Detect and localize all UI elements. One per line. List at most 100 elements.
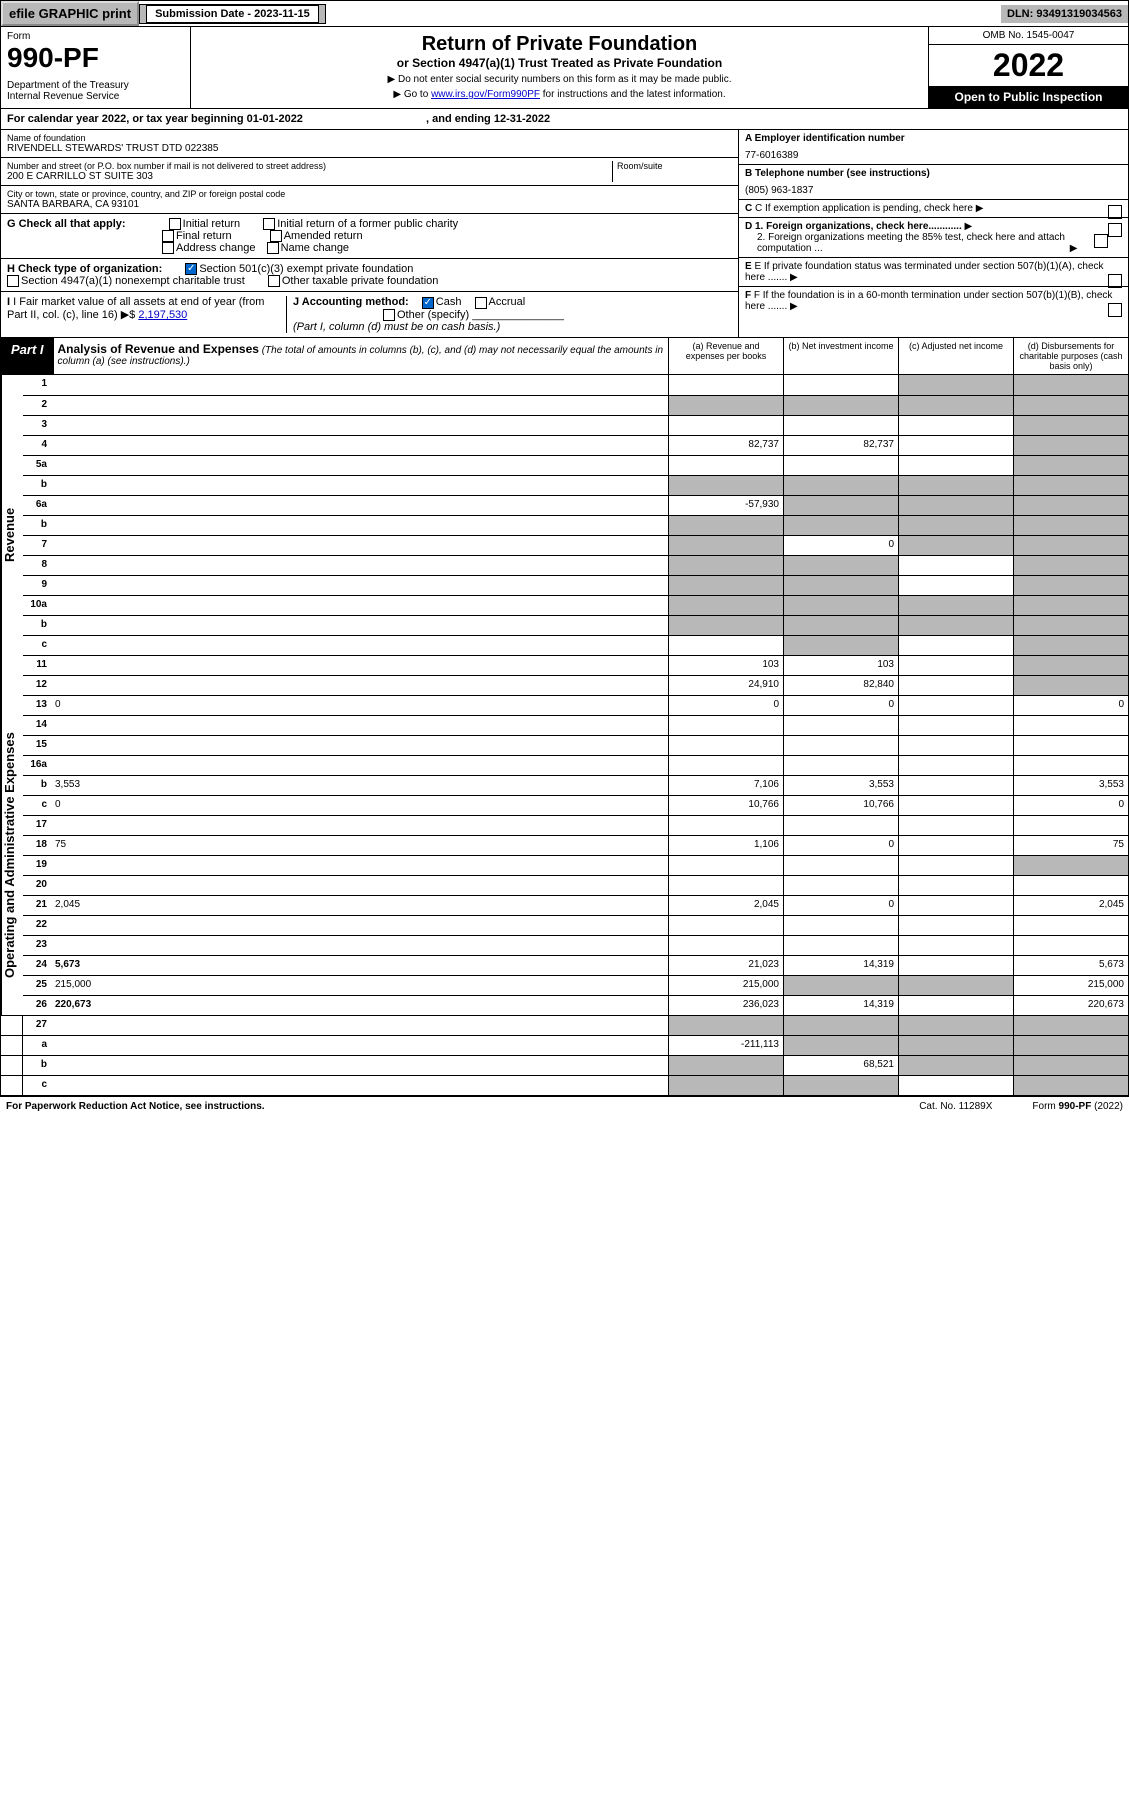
table-row: 2 (23, 395, 1128, 415)
table-row: b68,521 (1, 1055, 1128, 1075)
table-row: 27 (1, 1015, 1128, 1035)
4947-checkbox[interactable] (7, 275, 19, 287)
form-header: Form 990-PF Department of the TreasuryIn… (0, 27, 1129, 109)
h-check-row: H Check type of organization: Section 50… (1, 259, 738, 292)
d2-checkbox[interactable] (1094, 234, 1108, 248)
amended-return-checkbox[interactable] (270, 230, 282, 242)
col-a-header: (a) Revenue and expenses per books (668, 338, 783, 374)
instructions-link[interactable]: www.irs.gov/Form990PF (431, 89, 540, 100)
f-cell: F F If the foundation is in a 60-month t… (739, 287, 1128, 315)
table-row: 1224,91082,840 (23, 675, 1128, 695)
table-row: 10a (23, 595, 1128, 615)
telephone-cell: B Telephone number (see instructions) (8… (739, 165, 1128, 200)
col-b-header: (b) Net investment income (783, 338, 898, 374)
table-row: 1 (23, 375, 1128, 395)
foundation-info: Name of foundation RIVENDELL STEWARDS' T… (0, 130, 1129, 338)
ssn-note: ▶ Do not enter social security numbers o… (197, 74, 922, 85)
table-row: 14 (23, 715, 1128, 735)
table-row: 482,73782,737 (23, 435, 1128, 455)
part1-title: Analysis of Revenue and Expenses (The to… (54, 338, 668, 374)
table-row: b (23, 475, 1128, 495)
revenue-side-label: Revenue (1, 375, 23, 695)
table-row: b (23, 515, 1128, 535)
table-row: 19 (23, 855, 1128, 875)
table-row: 15 (23, 735, 1128, 755)
table-row: 26220,673236,02314,319220,673 (23, 995, 1128, 1015)
form-title-block: Return of Private Foundation or Section … (191, 27, 928, 108)
table-row: 3 (23, 415, 1128, 435)
table-row: c (1, 1075, 1128, 1095)
d-cell: D 1. Foreign organizations, check here..… (739, 218, 1128, 258)
table-row: 130000 (23, 695, 1128, 715)
table-row: 18751,106075 (23, 835, 1128, 855)
submission-date-label: Submission Date - 2023-11-15 (139, 4, 326, 24)
table-row: 16a (23, 755, 1128, 775)
e-checkbox[interactable] (1108, 274, 1122, 288)
calendar-year-row: For calendar year 2022, or tax year begi… (0, 109, 1129, 130)
table-row: 212,0452,04502,045 (23, 895, 1128, 915)
form-number: 990-PF (7, 42, 184, 74)
col-c-header: (c) Adjusted net income (898, 338, 1013, 374)
f-checkbox[interactable] (1108, 303, 1122, 317)
table-row: 9 (23, 575, 1128, 595)
table-row: c010,76610,7660 (23, 795, 1128, 815)
dept-label: Department of the TreasuryInternal Reven… (7, 80, 184, 102)
e-cell: E E If private foundation status was ter… (739, 258, 1128, 287)
city-cell: City or town, state or province, country… (1, 186, 738, 214)
cat-number: Cat. No. 11289X (919, 1101, 992, 1112)
form-ref: Form 990-PF (2022) (1032, 1101, 1123, 1112)
omb-number: OMB No. 1545-0047 (929, 27, 1128, 45)
table-row: a-211,113 (1, 1035, 1128, 1055)
table-row: 23 (23, 935, 1128, 955)
part1-label: Part I (1, 338, 54, 374)
form-label: Form (7, 31, 184, 42)
fmv-link[interactable]: 2,197,530 (138, 309, 187, 321)
cash-checkbox[interactable] (422, 297, 434, 309)
paperwork-notice: For Paperwork Reduction Act Notice, see … (6, 1101, 265, 1112)
table-row: 20 (23, 875, 1128, 895)
initial-former-checkbox[interactable] (263, 218, 275, 230)
table-row: 8 (23, 555, 1128, 575)
other-method-checkbox[interactable] (383, 309, 395, 321)
form-subtitle: or Section 4947(a)(1) Trust Treated as P… (197, 56, 922, 70)
instructions-link-row: ▶ Go to www.irs.gov/Form990PF for instru… (197, 89, 922, 100)
efile-print-button[interactable]: efile GRAPHIC print (1, 1, 139, 26)
table-row: 245,67321,02314,3195,673 (23, 955, 1128, 975)
table-row: b3,5537,1063,5533,553 (23, 775, 1128, 795)
c-cell: C C If exemption application is pending,… (739, 200, 1128, 218)
initial-return-checkbox[interactable] (169, 218, 181, 230)
g-check-row: G Check all that apply: Initial return I… (1, 214, 738, 259)
table-row: 11103103 (23, 655, 1128, 675)
part1-header-row: Part I Analysis of Revenue and Expenses … (0, 338, 1129, 375)
year-block: OMB No. 1545-0047 2022 Open to Public In… (928, 27, 1128, 108)
accrual-checkbox[interactable] (475, 297, 487, 309)
col-d-header: (d) Disbursements for charitable purpose… (1013, 338, 1128, 374)
d1-checkbox[interactable] (1108, 223, 1122, 237)
dln-label: DLN: 93491319034563 (1001, 5, 1128, 23)
c-checkbox[interactable] (1108, 205, 1122, 219)
expenses-side-label: Operating and Administrative Expenses (1, 695, 23, 1015)
i-j-row: I I Fair market value of all assets at e… (1, 292, 738, 336)
table-row: 6a-57,930 (23, 495, 1128, 515)
table-row: 5a (23, 455, 1128, 475)
table-row: b (23, 615, 1128, 635)
address-cell: Number and street (or P.O. box number if… (1, 158, 738, 186)
501c3-checkbox[interactable] (185, 263, 197, 275)
table-row: 25215,000215,000215,000 (23, 975, 1128, 995)
name-change-checkbox[interactable] (267, 242, 279, 254)
table-row: 70 (23, 535, 1128, 555)
ein-cell: A Employer identification number 77-6016… (739, 130, 1128, 165)
form-title: Return of Private Foundation (197, 33, 922, 56)
top-bar: efile GRAPHIC print Submission Date - 20… (0, 0, 1129, 27)
inspection-notice: Open to Public Inspection (929, 86, 1128, 108)
other-taxable-checkbox[interactable] (268, 275, 280, 287)
tax-year: 2022 (929, 45, 1128, 86)
table-row: 22 (23, 915, 1128, 935)
foundation-name-cell: Name of foundation RIVENDELL STEWARDS' T… (1, 130, 738, 158)
address-change-checkbox[interactable] (162, 242, 174, 254)
table-row: 17 (23, 815, 1128, 835)
table-row: c (23, 635, 1128, 655)
page-footer: For Paperwork Reduction Act Notice, see … (0, 1096, 1129, 1116)
final-return-checkbox[interactable] (162, 230, 174, 242)
part1-table: Revenue123482,73782,7375ab6a-57,930b7089… (0, 375, 1129, 1096)
